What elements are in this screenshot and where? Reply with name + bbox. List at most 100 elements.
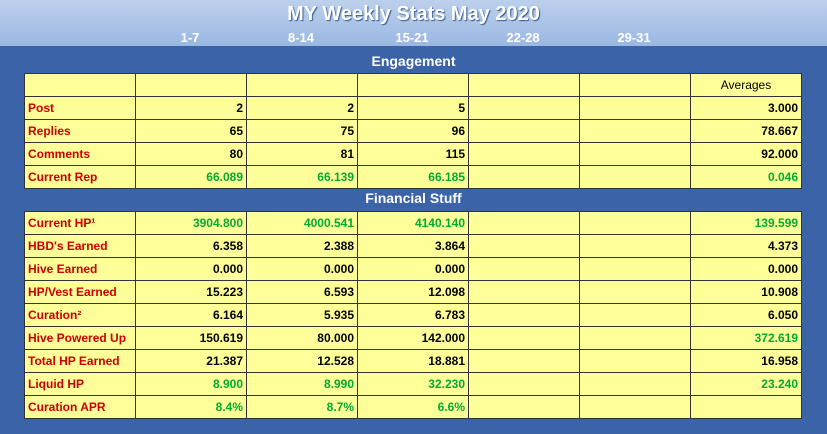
row-label: Current Rep <box>24 165 136 189</box>
week-value-cell: 6.783 <box>357 303 469 327</box>
week-value-cell: 2 <box>135 96 247 120</box>
page-title: MY Weekly Stats May 2020 <box>287 3 540 25</box>
week-value-cell: 3.864 <box>357 234 469 258</box>
row-label: Hive Earned <box>24 257 136 281</box>
week-value-cell: 8.900 <box>135 372 247 396</box>
week-value-cell: 0.000 <box>357 257 469 281</box>
week-value-cell: 0.000 <box>135 257 247 281</box>
week-value-cell <box>468 119 580 143</box>
table-row: Averages <box>24 73 802 97</box>
week-value-cell: 18.881 <box>357 349 469 373</box>
averages-header: Averages <box>690 73 802 97</box>
week-value-cell: 15.223 <box>135 280 247 304</box>
average-cell: 0.000 <box>690 257 802 281</box>
week-value-cell: 3904.800 <box>135 211 247 235</box>
average-cell: 10.908 <box>690 280 802 304</box>
week-value-cell: 80 <box>135 142 247 166</box>
week-value-cell: 65 <box>135 119 247 143</box>
week-value-cell: 66.089 <box>135 165 247 189</box>
table-row: Liquid HP 8.900 8.990 32.230 23.240 <box>24 372 802 396</box>
table-row: Replies 65 75 96 78.667 <box>24 119 802 143</box>
week-value-cell <box>468 372 580 396</box>
week-value-cell: 5 <box>357 96 469 120</box>
week-value-cell <box>579 211 691 235</box>
week-value-cell <box>579 119 691 143</box>
row-label: Hive Powered Up <box>24 326 136 350</box>
week-value-cell: 4140.140 <box>357 211 469 235</box>
week-value-cell <box>468 349 580 373</box>
week-value-cell: 142.000 <box>357 326 469 350</box>
week-header-2: 8-14 <box>287 30 315 45</box>
week-value-cell: 150.619 <box>135 326 247 350</box>
week-value-cell <box>579 96 691 120</box>
week-header-5: 29-31 <box>617 30 651 45</box>
week-value-cell: 0.000 <box>246 257 358 281</box>
week-value-cell: 6.358 <box>135 234 247 258</box>
average-cell: 4.373 <box>690 234 802 258</box>
week-value-cell <box>579 303 691 327</box>
section-engagement: Engagement <box>371 53 456 69</box>
average-cell: 0.046 <box>690 165 802 189</box>
table-row: HBD's Earned 6.358 2.388 3.864 4.373 <box>24 234 802 258</box>
week-value-cell: 21.387 <box>135 349 247 373</box>
row-label: Curation² <box>24 303 136 327</box>
average-cell: 139.599 <box>690 211 802 235</box>
average-cell: 23.240 <box>690 372 802 396</box>
week-value-cell: 8.7% <box>246 395 358 419</box>
week-value-cell: 2.388 <box>246 234 358 258</box>
week-value-cell <box>468 303 580 327</box>
table-row: Current Rep 66.089 66.139 66.185 0.046 <box>24 165 802 189</box>
section-financial: Financial Stuff <box>365 190 462 206</box>
week-value-cell <box>579 142 691 166</box>
average-cell: 372.619 <box>690 326 802 350</box>
week-value-cell <box>468 395 580 419</box>
table-row: Hive Powered Up 150.619 80.000 142.000 372.6… <box>24 326 802 350</box>
financial-table: Current HP¹ 3904.800 4000.541 4140.140 139.5… <box>24 211 802 419</box>
week-value-cell: 6.6% <box>357 395 469 419</box>
row-label: Curation APR <box>24 395 136 419</box>
average-cell <box>690 395 802 419</box>
week-value-cell: 8.990 <box>246 372 358 396</box>
week-value-cell: 80.000 <box>246 326 358 350</box>
week-value-cell: 96 <box>357 119 469 143</box>
table-row: Curation APR 8.4% 8.7% 6.6% <box>24 395 802 419</box>
week-value-cell <box>468 326 580 350</box>
table-row: Current HP¹ 3904.800 4000.541 4140.140 139.5… <box>24 211 802 235</box>
row-label: Liquid HP <box>24 372 136 396</box>
table-row: Post 2 2 5 3.000 <box>24 96 802 120</box>
week-value-cell <box>579 326 691 350</box>
week-header-4: 22-28 <box>506 30 540 45</box>
row-label: Post <box>24 96 136 120</box>
week-value-cell <box>468 211 580 235</box>
week-value-cell: 75 <box>246 119 358 143</box>
table-row: Hive Earned 0.000 0.000 0.000 0.000 <box>24 257 802 281</box>
week-value-cell <box>468 280 580 304</box>
week-value-cell <box>468 257 580 281</box>
table-row: Comments 80 81 115 92.000 <box>24 142 802 166</box>
week-header-3: 15-21 <box>395 30 429 45</box>
week-value-cell: 32.230 <box>357 372 469 396</box>
row-label: Replies <box>24 119 136 143</box>
week-value-cell: 6.593 <box>246 280 358 304</box>
engagement-table: Averages Post 2 2 5 3.000 Replies 65 75 96 78.667… <box>24 73 802 189</box>
row-label: Total HP Earned <box>24 349 136 373</box>
week-value-cell: 81 <box>246 142 358 166</box>
week-value-cell <box>579 349 691 373</box>
week-value-cell <box>579 280 691 304</box>
table-row: Curation² 6.164 5.935 6.783 6.050 <box>24 303 802 327</box>
week-value-cell: 2 <box>246 96 358 120</box>
week-value-cell <box>579 372 691 396</box>
week-value-cell <box>579 395 691 419</box>
row-label: HP/Vest Earned <box>24 280 136 304</box>
average-cell: 92.000 <box>690 142 802 166</box>
table-row: Total HP Earned 21.387 12.528 18.881 16.958 <box>24 349 802 373</box>
title-bar: MY Weekly Stats May 2020 1-7 8-14 15-21 … <box>0 0 827 46</box>
week-value-cell <box>579 257 691 281</box>
week-value-cell: 5.935 <box>246 303 358 327</box>
week-value-cell: 12.098 <box>357 280 469 304</box>
average-cell: 16.958 <box>690 349 802 373</box>
week-value-cell: 66.185 <box>357 165 469 189</box>
row-label: HBD's Earned <box>24 234 136 258</box>
table-row: HP/Vest Earned 15.223 6.593 12.098 10.908 <box>24 280 802 304</box>
week-value-cell <box>468 96 580 120</box>
